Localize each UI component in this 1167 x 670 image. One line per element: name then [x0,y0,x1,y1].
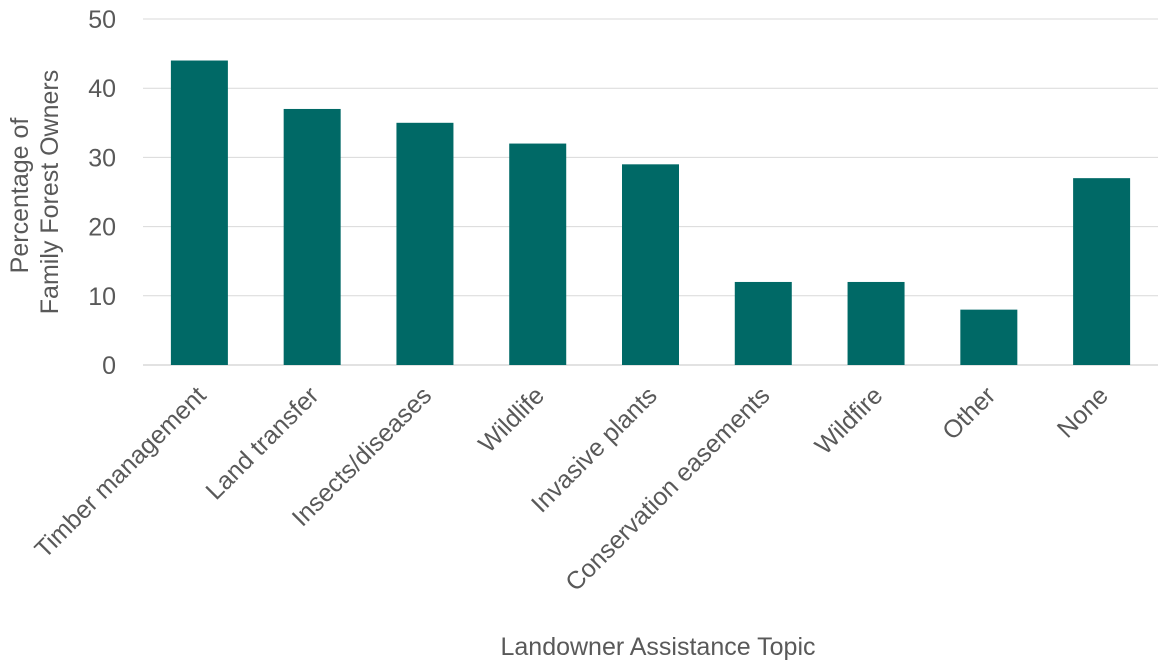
y-tick-label: 10 [88,283,116,311]
x-tick-label: Other [937,381,1001,445]
y-axis-ticks: 0 10 20 30 40 50 [88,6,116,380]
y-tick-label: 40 [88,75,116,103]
x-tick-label: Timber management [29,381,211,563]
x-tick-label: Wildlife [473,381,550,458]
bar [283,108,341,366]
x-tick-label: None [1052,381,1114,443]
bar [847,281,905,365]
y-tick-label: 50 [88,6,116,34]
bar [734,281,792,365]
bars [170,60,1131,366]
bar [170,60,228,366]
x-tick-label: Wildfire [810,381,889,460]
y-axis-label-line-1: Percentage of [6,118,34,274]
bar [622,164,679,365]
y-tick-label: 0 [102,352,116,380]
y-axis-label-line-2: Family Forest Owners [36,70,64,314]
x-tick-label: Conservation easements [560,381,775,596]
bar [960,309,1018,365]
y-tick-label: 30 [88,144,116,172]
x-tick-label: Land transfer [200,381,324,505]
y-axis-label: Percentage of Family Forest Owners [6,70,64,314]
x-axis-label: Landowner Assistance Topic [500,633,815,661]
bar [1073,178,1131,365]
y-tick-label: 20 [88,214,116,242]
bar [396,122,454,365]
bar [509,143,567,365]
